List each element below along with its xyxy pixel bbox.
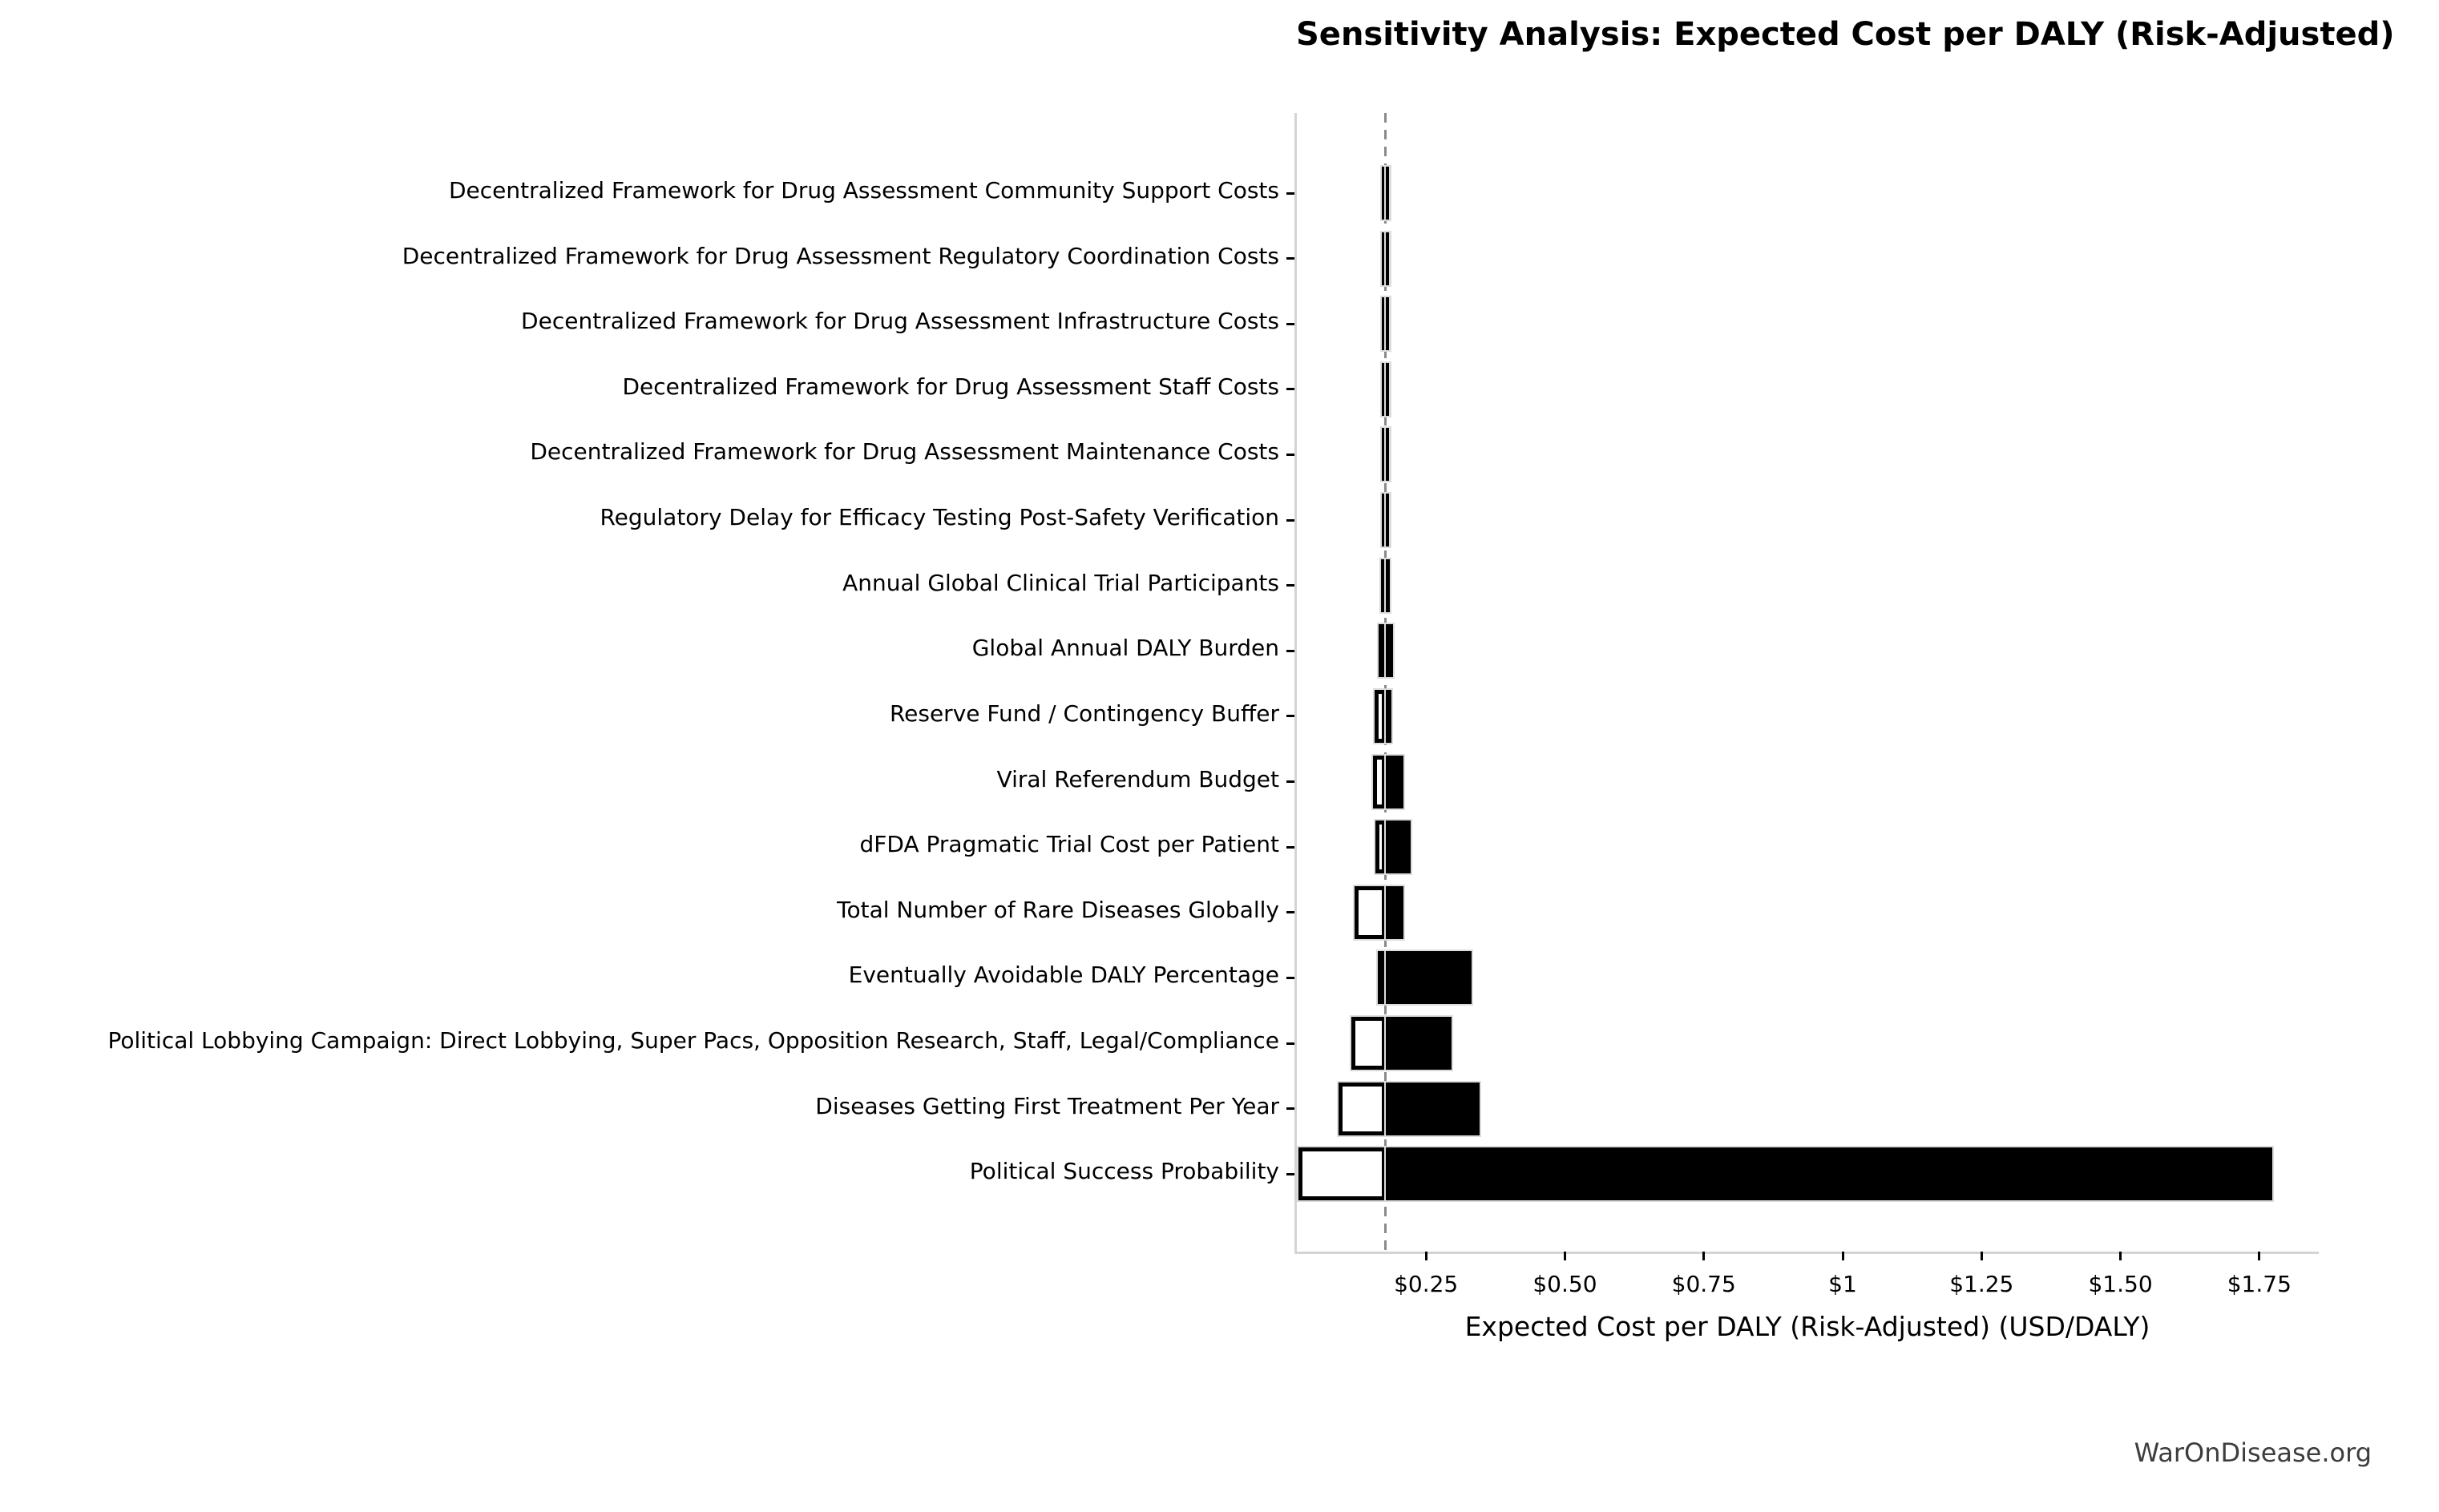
bar-high-range <box>1383 884 1405 941</box>
bar-low-range <box>1371 753 1387 810</box>
x-tick-label: $0.50 <box>1532 1271 1597 1297</box>
category-label: Global Annual DALY Burden <box>971 635 1279 662</box>
y-tick-mark <box>1286 1107 1294 1111</box>
category-label: Eventually Avoidable DALY Percentage <box>848 962 1279 989</box>
category-label: Political Lobbying Campaign: Direct Lobb… <box>107 1027 1279 1054</box>
category-label: Decentralized Framework for Drug Assessm… <box>622 373 1279 400</box>
x-tick-mark <box>1563 1252 1566 1260</box>
x-tick-label: $1.25 <box>1949 1271 2014 1297</box>
bar-low-range <box>1352 884 1387 941</box>
bar-high-range <box>1383 296 1391 353</box>
bar-high-range <box>1383 753 1405 810</box>
x-tick-mark <box>2119 1252 2122 1260</box>
bar-high-range <box>1383 492 1391 549</box>
bar-high-range <box>1383 623 1395 679</box>
bar-high-range <box>1383 557 1391 614</box>
x-tick-label: $1 <box>1828 1271 1857 1297</box>
y-tick-mark <box>1286 976 1294 979</box>
y-tick-mark <box>1286 1042 1294 1045</box>
x-tick-label: $0.25 <box>1394 1271 1459 1297</box>
bar-high-range <box>1383 165 1391 221</box>
category-label: Regulatory Delay for Efficacy Testing Po… <box>600 504 1279 531</box>
y-tick-mark <box>1286 1172 1294 1175</box>
y-tick-mark <box>1286 911 1294 914</box>
bar-low-range <box>1374 819 1387 876</box>
bar-high-range <box>1383 1015 1454 1072</box>
x-tick-mark <box>1841 1252 1844 1260</box>
category-label: Total Number of Rare Diseases Globally <box>837 896 1279 923</box>
bar-high-range <box>1383 819 1412 876</box>
y-tick-mark <box>1286 322 1294 325</box>
x-axis-spine <box>1294 1252 2319 1254</box>
bar-low-range <box>1349 1015 1387 1072</box>
x-axis-label: Expected Cost per DALY (Risk-Adjusted) (… <box>1464 1311 2150 1342</box>
bar-high-range <box>1383 687 1394 744</box>
category-label: Viral Referendum Budget <box>996 765 1279 792</box>
y-tick-mark <box>1286 453 1294 456</box>
bar-low-range <box>1375 950 1387 1006</box>
x-tick-mark <box>2258 1252 2261 1260</box>
bar-low-range <box>1376 623 1388 679</box>
y-tick-mark <box>1286 584 1294 587</box>
chart-title: Sensitivity Analysis: Expected Cost per … <box>1296 16 2395 53</box>
baseline-dashed-line <box>1384 113 1387 1252</box>
x-tick-label: $1.50 <box>2088 1271 2153 1297</box>
x-tick-mark <box>1980 1252 1983 1260</box>
bar-high-range <box>1383 1146 2275 1203</box>
watermark-text: WarOnDisease.org <box>2134 1437 2372 1468</box>
y-tick-mark <box>1286 257 1294 260</box>
x-tick-label: $1.75 <box>2227 1271 2292 1297</box>
y-tick-mark <box>1286 388 1294 391</box>
y-axis-spine <box>1294 113 1297 1252</box>
bar-high-range <box>1383 361 1391 417</box>
bar-low-range <box>1373 687 1387 744</box>
category-label: Decentralized Framework for Drug Assessm… <box>530 438 1279 466</box>
category-label: Annual Global Clinical Trial Participant… <box>842 569 1279 596</box>
x-tick-mark <box>1424 1252 1427 1260</box>
category-label: dFDA Pragmatic Trial Cost per Patient <box>859 831 1280 858</box>
y-tick-mark <box>1286 845 1294 849</box>
x-tick-label: $0.75 <box>1671 1271 1736 1297</box>
bar-high-range <box>1383 426 1391 483</box>
category-label: Diseases Getting First Treatment Per Yea… <box>815 1092 1279 1119</box>
bar-low-range <box>1296 1146 1387 1203</box>
y-tick-mark <box>1286 518 1294 522</box>
bar-high-range <box>1383 950 1474 1006</box>
category-label: Decentralized Framework for Drug Assessm… <box>521 308 1279 335</box>
category-label: Decentralized Framework for Drug Assessm… <box>449 177 1279 204</box>
y-tick-mark <box>1286 649 1294 652</box>
category-label: Political Success Probability <box>969 1158 1279 1185</box>
category-label: Decentralized Framework for Drug Assessm… <box>402 242 1279 269</box>
y-tick-mark <box>1286 780 1294 784</box>
bar-high-range <box>1383 230 1391 287</box>
y-tick-mark <box>1286 192 1294 195</box>
bar-low-range <box>1337 1080 1387 1137</box>
category-label: Reserve Fund / Contingency Buffer <box>889 700 1279 727</box>
bar-high-range <box>1383 1080 1481 1137</box>
y-tick-mark <box>1286 715 1294 718</box>
x-tick-mark <box>1702 1252 1706 1260</box>
